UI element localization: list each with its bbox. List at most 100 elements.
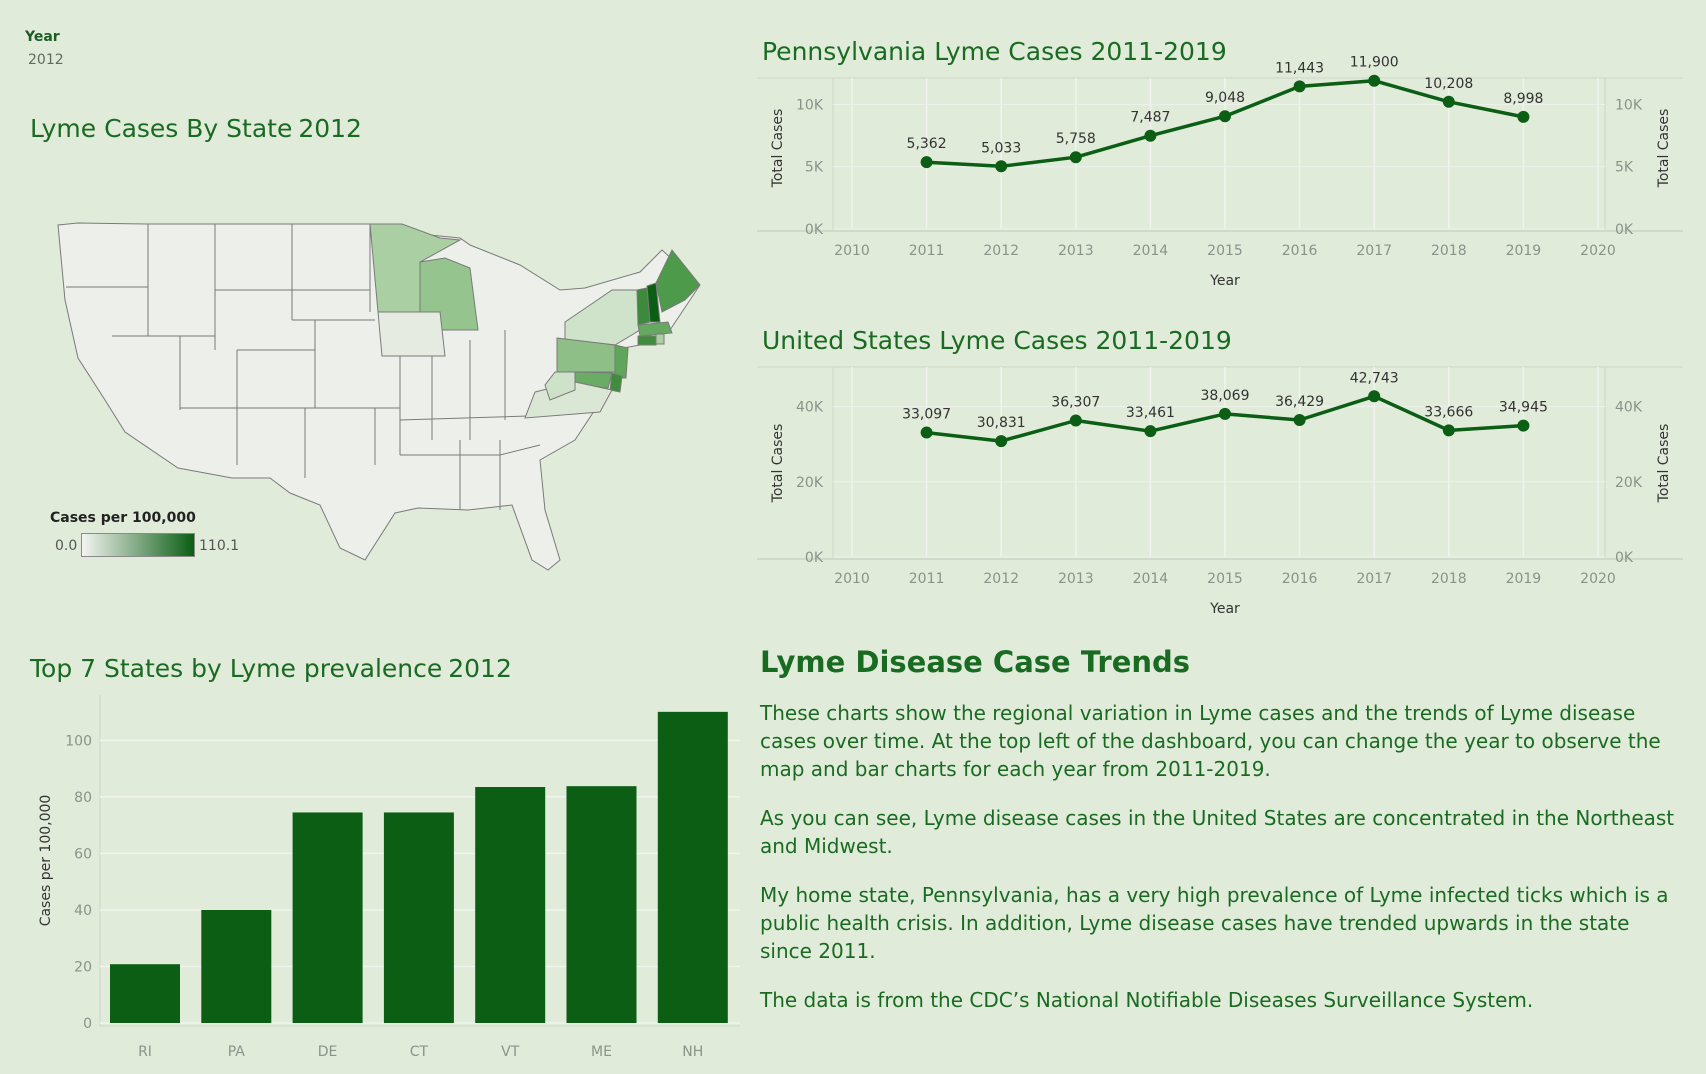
us-data-label: 36,429 [1275,394,1324,410]
pa-data-point [1442,95,1455,108]
bar-y-tick-label: 100 [65,733,92,749]
year-filter-value[interactable]: 2012 [28,52,64,68]
us-x-axis-title: Year [1209,601,1240,617]
us-x-tick-label: 2010 [834,571,870,587]
us-x-tick-label: 2012 [983,571,1019,587]
pa-x-tick-label: 2016 [1282,243,1318,259]
pa-data-label: 5,362 [907,136,947,152]
pa-data-point [995,160,1008,173]
map-title-text: Lyme Cases By State [30,114,293,143]
state-borders [66,224,561,510]
map-legend-title: Cases per 100,000 [50,510,196,526]
pa-data-point [1368,74,1381,87]
bar-x-tick-label: CT [410,1044,429,1060]
state-maine [655,249,701,313]
bar-y-axis-title: Cases per 100,000 [38,795,54,927]
us-y-axis-title-right: Total Cases [1656,424,1672,504]
pa-data-point [920,156,933,169]
us-data-point [1144,425,1157,438]
bar-x-tick-label: DE [318,1044,338,1060]
pa-x-tick-label: 2017 [1356,243,1392,259]
text-paragraph-4: The data is from the CDC’s National Noti… [760,988,1534,1012]
us-x-tick-label: 2015 [1207,571,1243,587]
pa-x-tick-label: 2013 [1058,243,1094,259]
bar-x-tick-label: ME [591,1044,612,1060]
pa-data-label: 8,998 [1503,91,1543,107]
pa-data-label: 9,048 [1205,90,1245,106]
bar-x-tick-label: NH [682,1044,703,1060]
text-paragraph-3: My home state, Pennsylvania, has a very … [760,883,1669,963]
us-data-point [995,435,1008,448]
us-choropleth-map [57,222,701,571]
bar-y-tick-label: 0 [83,1016,92,1032]
pa-data-point [1293,80,1306,93]
state-connecticut [637,335,657,346]
pa-x-tick-label: 2019 [1506,243,1542,259]
us-data-label: 33,461 [1126,405,1175,421]
pa-x-tick-label: 2014 [1133,243,1169,259]
us-data-label: 30,831 [977,415,1026,431]
us-data-point [1368,390,1381,403]
pa-y-tick-label-left: 5K [805,160,824,176]
bar-chart-title: Top 7 States by Lyme prevalence 2012 [30,654,512,683]
state-iowa [377,311,446,357]
us-data-label: 34,945 [1499,400,1548,416]
us-y-axis-title-left: Total Cases [770,424,786,504]
us-x-tick-label: 2020 [1580,571,1616,587]
bar-y-tick-label: 80 [74,790,92,806]
pa-data-label: 11,900 [1350,55,1399,71]
pa-y-axis-title-right: Total Cases [1656,109,1672,189]
text-panel: Lyme Disease Case Trends These charts sh… [760,645,1680,1035]
map-title-year: 2012 [298,114,362,143]
pa-data-point [1144,129,1157,142]
us-y-tick-label-left: 20K [796,475,824,491]
us-data-point [1069,414,1082,427]
pa-data-point [1069,151,1082,164]
map-legend-max: 110.1 [199,538,240,554]
state-west-virginia [544,371,576,401]
bar-de [292,812,363,1023]
state-rhode-island [655,333,665,345]
map-title: Lyme Cases By State 2012 [30,114,362,143]
us-x-tick-label: 2018 [1431,571,1467,587]
pa-y-axis-title-left: Total Cases [770,109,786,189]
text-panel-heading: Lyme Disease Case Trends [760,645,1191,679]
us-data-point [1517,419,1530,432]
pa-y-tick-label-left: 10K [796,97,824,113]
us-y-tick-label-left: 0K [805,550,824,566]
us-y-tick-label-right: 0K [1615,550,1634,566]
bar-chart-title-year: 2012 [448,654,512,683]
us-y-tick-label-right: 20K [1615,475,1643,491]
map-legend-min: 0.0 [55,538,78,554]
map-legend-gradient [81,533,195,557]
bar-nh [657,711,728,1023]
us-x-tick-label: 2013 [1058,571,1094,587]
bar-x-tick-label: RI [138,1044,152,1060]
state-delaware [609,372,623,393]
us-data-point [1293,414,1306,427]
pa-x-tick-label: 2010 [834,243,870,259]
pa-line-chart: 2010 2011 2012 2013 2014 2015 2016 2017 2018 2019… [757,55,1683,289]
bar-me [566,786,637,1023]
pa-x-tick-label: 2018 [1431,243,1467,259]
year-filter-label: Year [25,29,60,45]
us-data-label: 42,743 [1350,370,1399,386]
bar-vt [475,787,546,1023]
pa-data-point [1219,110,1231,123]
pa-chart-title: Pennsylvania Lyme Cases 2011-2019 [762,37,1227,66]
bar-pa [201,909,272,1023]
top-states-bar-chart: 0 20 40 60 80 100 Cases per 100,000 RI PA DE CT VT M… [38,695,740,1060]
bar-x-tick-label: VT [501,1044,520,1060]
pa-y-tick-label-right: 5K [1615,160,1634,176]
us-data-label: 38,069 [1201,388,1250,404]
pa-data-label: 5,758 [1056,131,1096,147]
pa-x-tick-label: 2012 [983,243,1019,259]
us-x-tick-label: 2014 [1133,571,1169,587]
bar-y-tick-label: 40 [74,903,92,919]
bar-x-tick-label: PA [228,1044,246,1060]
us-y-tick-label-right: 40K [1615,400,1643,416]
text-paragraph-2: As you can see, Lyme disease cases in th… [760,806,1675,858]
us-data-point [1219,407,1231,420]
us-x-tick-label: 2011 [909,571,945,587]
pa-x-tick-label: 2020 [1580,243,1616,259]
